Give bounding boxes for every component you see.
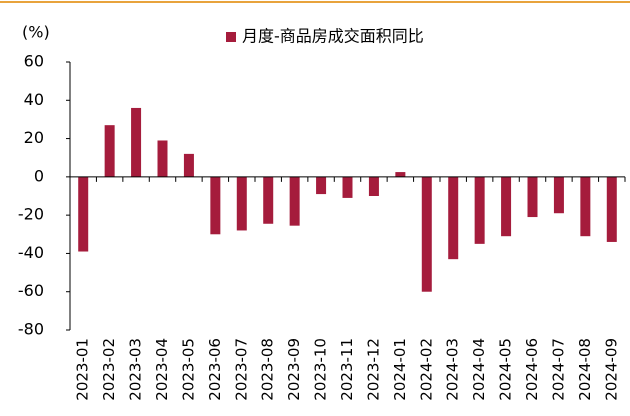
x-tick-label: 2023-04 — [153, 338, 171, 401]
y-tick-label: 0 — [34, 166, 44, 185]
x-tick-label: 2023-01 — [74, 338, 92, 401]
y-tick-label: 40 — [24, 90, 44, 109]
x-tick-label: 2024-01 — [391, 338, 409, 401]
y-tick-label: 20 — [24, 128, 44, 147]
x-tick-label: 2023-10 — [312, 338, 330, 401]
x-tick-label: 2024-08 — [576, 338, 594, 401]
bar — [236, 176, 247, 231]
x-tick-label: 2023-09 — [285, 338, 303, 401]
bar — [78, 176, 89, 252]
bar — [527, 176, 538, 218]
bar — [580, 176, 591, 237]
x-tick-label: 2023-11 — [338, 338, 356, 401]
bar — [421, 176, 432, 292]
x-tick-label: 2023-02 — [100, 338, 118, 401]
bar — [368, 176, 379, 196]
y-tick-label: -20 — [18, 205, 44, 224]
bar — [606, 176, 617, 242]
y-tick-label: -60 — [18, 281, 44, 300]
bar — [474, 176, 485, 244]
x-tick-label: 2023-12 — [364, 338, 382, 401]
bar — [316, 176, 327, 195]
unit-label: (%) — [22, 23, 50, 42]
bar — [210, 176, 221, 235]
bar — [289, 176, 300, 226]
x-tick-label: 2023-06 — [206, 338, 224, 401]
x-tick-label: 2024-04 — [470, 338, 488, 401]
x-tick-label: 2024-09 — [602, 338, 620, 401]
bar — [157, 140, 168, 177]
y-tick-label: -80 — [18, 320, 44, 339]
bar — [501, 176, 512, 237]
bar — [183, 153, 194, 177]
x-tick-label: 2024-07 — [549, 338, 567, 401]
y-tick-label: 60 — [24, 52, 44, 71]
x-tick-label: 2023-03 — [127, 338, 145, 401]
bar — [104, 125, 115, 177]
bar — [263, 176, 274, 224]
y-tick-label: -40 — [18, 243, 44, 262]
bar — [395, 172, 406, 177]
bar — [131, 107, 142, 177]
bar — [553, 176, 564, 214]
bar — [342, 176, 353, 198]
x-tick-label: 2024-05 — [497, 338, 515, 401]
bar — [448, 176, 459, 260]
x-tick-label: 2024-02 — [417, 338, 435, 401]
x-tick-label: 2024-06 — [523, 338, 541, 401]
legend-swatch — [226, 32, 236, 42]
x-tick-label: 2023-08 — [259, 338, 277, 401]
legend-label: 月度-商品房成交面积同比 — [242, 27, 424, 46]
x-tick-label: 2024-03 — [444, 338, 462, 401]
x-tick-label: 2023-07 — [232, 338, 250, 401]
x-tick-label: 2023-05 — [179, 338, 197, 401]
